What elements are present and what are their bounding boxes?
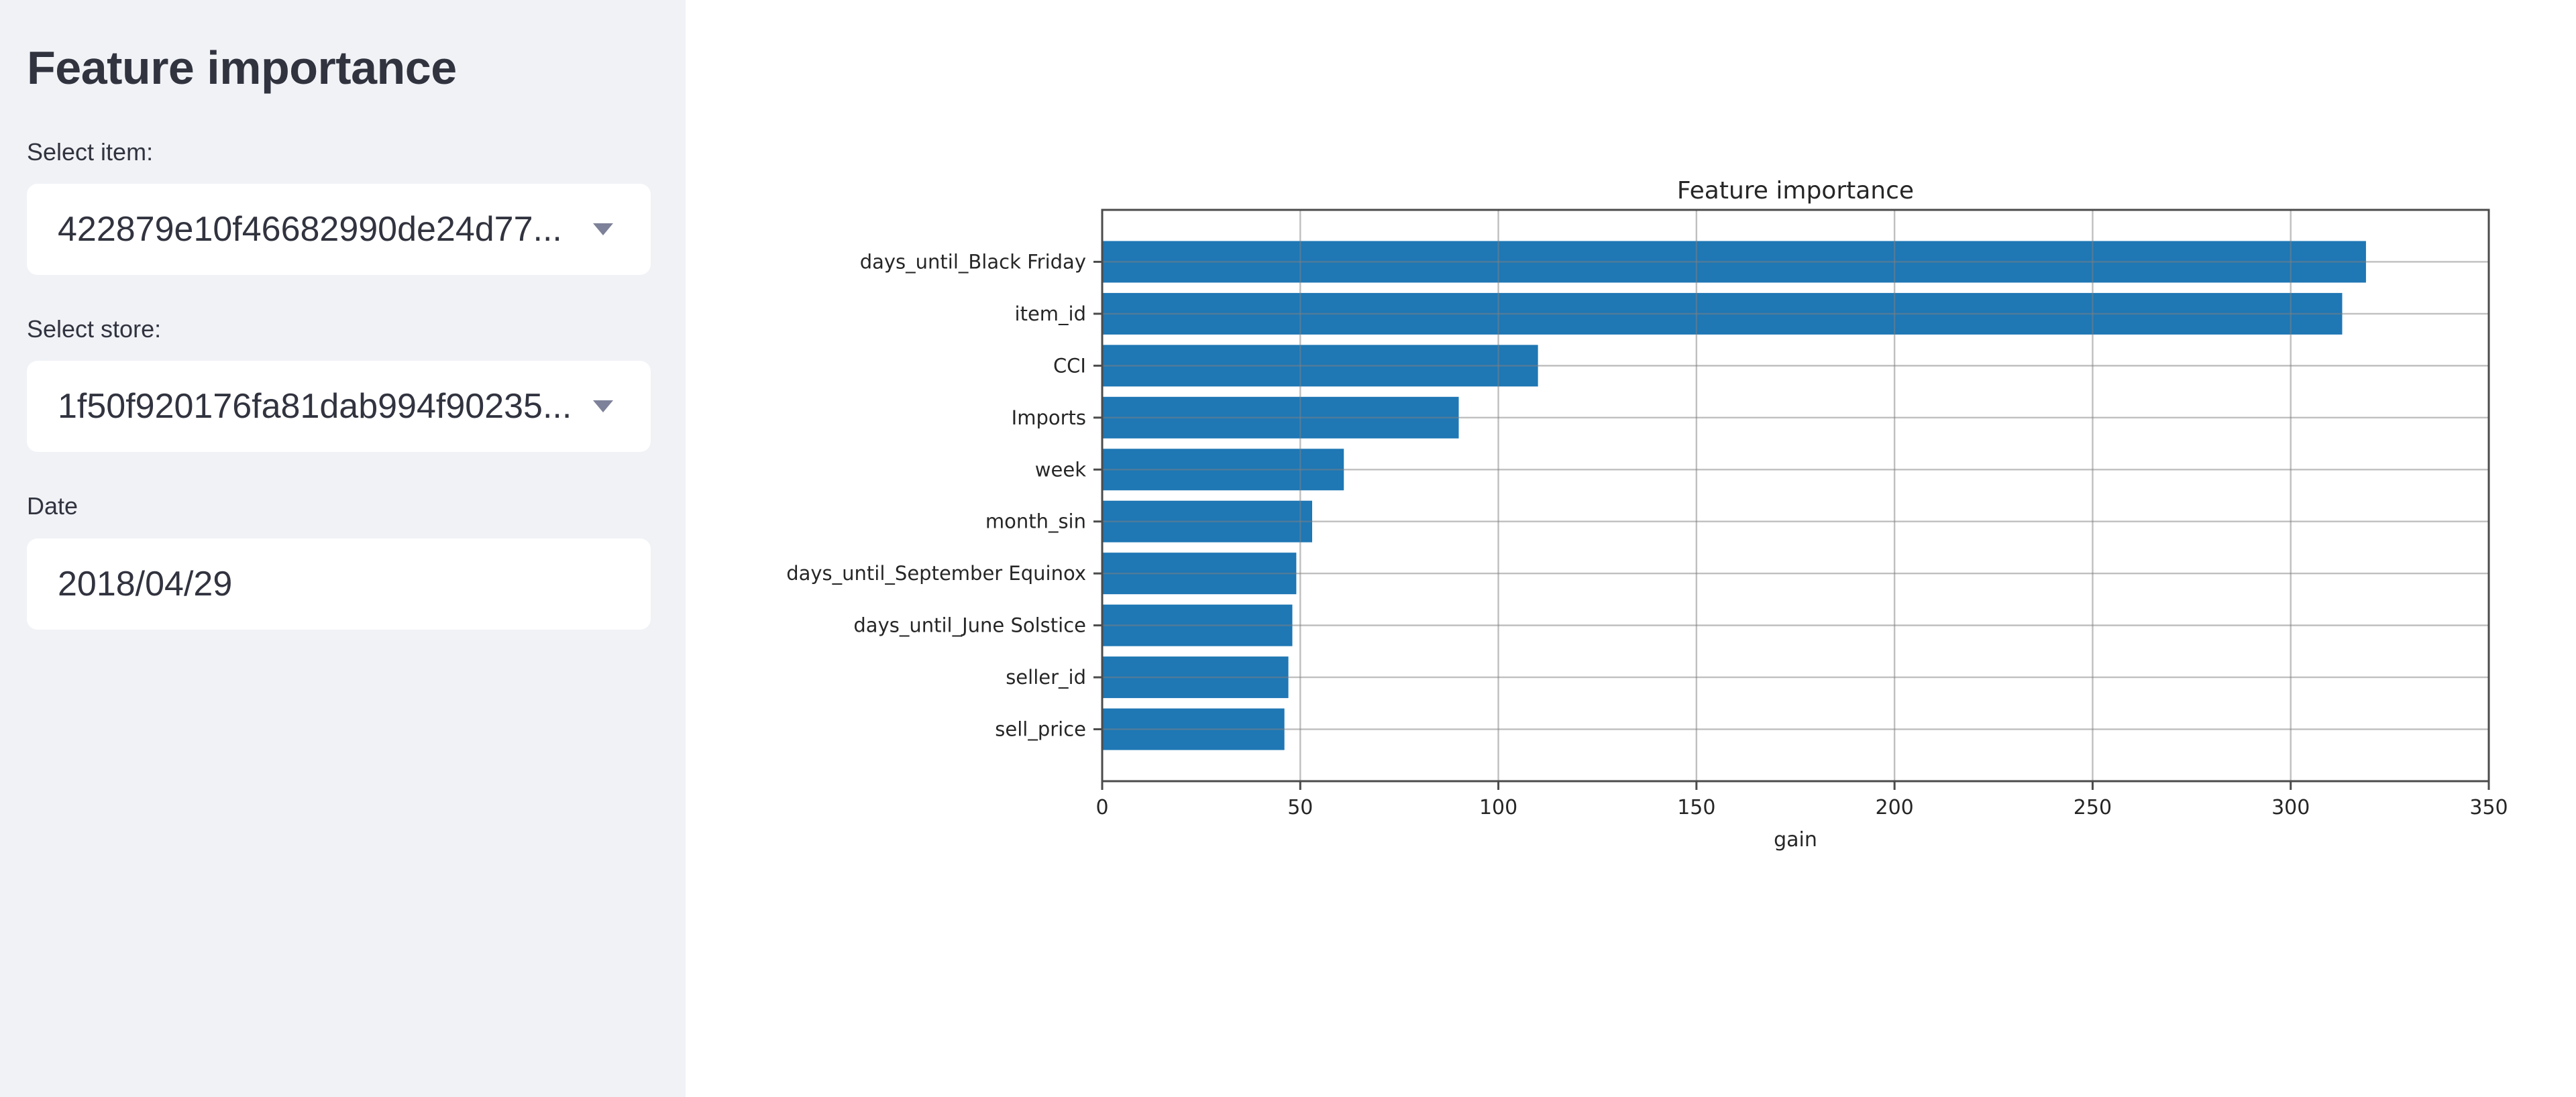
chevron-down-icon xyxy=(593,400,613,413)
x-tick-label-0: 0 xyxy=(1095,796,1108,819)
x-tick-label-100: 100 xyxy=(1479,796,1517,819)
x-tick-label-150: 150 xyxy=(1677,796,1715,819)
plot-border xyxy=(1101,209,2490,783)
date-field: Date 2018/04/29 xyxy=(27,489,651,630)
x-axis-label: gain xyxy=(1774,828,1817,852)
y-tick-label-sell_price: sell_price xyxy=(995,718,1086,741)
date-input[interactable]: 2018/04/29 xyxy=(27,538,651,630)
y-tick-label-Imports: Imports xyxy=(1012,406,1086,429)
x-tick-label-300: 300 xyxy=(2271,796,2310,819)
y-tick-label-item_id: item_id xyxy=(1015,302,1086,325)
y-tick-label-days_until_Black Friday: days_until_Black Friday xyxy=(860,250,1086,273)
sidebar: Feature importance Select item: 422879e1… xyxy=(0,0,686,1097)
item-select-dropdown[interactable]: 422879e10f46682990de24d77... xyxy=(27,183,651,275)
chevron-down-icon xyxy=(593,223,613,235)
x-tick-label-250: 250 xyxy=(2074,796,2112,819)
y-tick-label-days_until_June Solstice: days_until_June Solstice xyxy=(853,614,1086,637)
y-tick-label-seller_id: seller_id xyxy=(1006,666,1086,689)
y-tick-label-days_until_September Equinox: days_until_September Equinox xyxy=(786,562,1086,585)
store-select-value: 1f50f920176fa81dab994f90235... xyxy=(58,387,572,426)
item-select-field: Select item: 422879e10f46682990de24d77..… xyxy=(27,135,651,275)
store-select-dropdown[interactable]: 1f50f920176fa81dab994f90235... xyxy=(27,361,651,453)
item-select-value: 422879e10f46682990de24d77... xyxy=(58,209,562,249)
x-tick-label-350: 350 xyxy=(2469,796,2508,819)
main-content: 0 50 100 150 200 250 300 350 days_until_Black Fr… xyxy=(686,0,2576,1097)
sidebar-title: Feature importance xyxy=(27,42,457,94)
x-tick-label-200: 200 xyxy=(1876,796,1914,819)
x-tick-label-50: 50 xyxy=(1287,796,1313,819)
y-tick-label-CCI: CCI xyxy=(1053,354,1086,377)
y-tick-label-week: week xyxy=(1035,458,1086,481)
y-tick-label-month_sin: month_sin xyxy=(985,510,1086,533)
date-label: Date xyxy=(27,492,78,520)
feature-importance-chart: 0 50 100 150 200 250 300 350 days_until_Black Fr… xyxy=(786,177,2508,852)
select-item-label: Select item: xyxy=(27,137,154,166)
date-input-value: 2018/04/29 xyxy=(58,564,233,603)
select-store-label: Select store: xyxy=(27,314,162,343)
store-select-field: Select store: 1f50f920176fa81dab994f9023… xyxy=(27,312,651,453)
chart-title: Feature importance xyxy=(1677,177,1914,205)
